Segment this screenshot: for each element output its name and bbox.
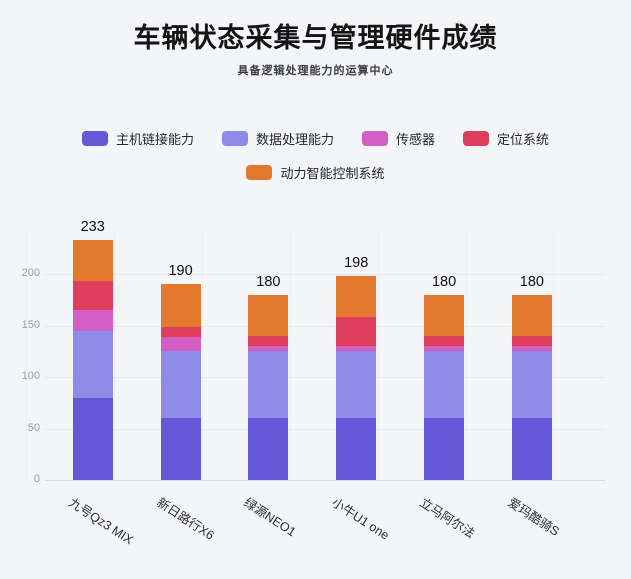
x-axis-category-label: 九号Qz3 MIX [65, 495, 136, 548]
y-axis-tick-label: 200 [21, 267, 40, 279]
legend-row: 主机链接能力 数据处理能力 传感器 定位系统 [81, 129, 549, 148]
legend-item[interactable]: 主机链接能力 [81, 129, 194, 148]
vertical-gridline [114, 232, 116, 480]
bar-segment[interactable] [248, 294, 289, 336]
bar-segment[interactable] [424, 346, 465, 352]
bar-segment[interactable] [511, 335, 552, 347]
bar-segment[interactable] [160, 326, 201, 337]
bar-total-label: 180 [431, 273, 457, 290]
bar-segment[interactable] [72, 397, 113, 480]
bar-segment[interactable] [160, 284, 201, 327]
legend-label: 主机链接能力 [115, 132, 194, 147]
chart-title: 车辆状态采集与管理硬件成绩 [133, 23, 498, 53]
x-axis-category-label: 立马阿尔法 [417, 495, 478, 542]
bar-segment[interactable] [160, 418, 201, 480]
bar-segment[interactable] [424, 418, 465, 480]
bar-segment[interactable] [511, 346, 552, 352]
horizontal-gridline [45, 325, 605, 327]
bar-total-label: 190 [168, 263, 193, 280]
bar-segment[interactable] [248, 335, 289, 347]
bar-segment[interactable] [248, 418, 289, 480]
bar-segment[interactable] [72, 330, 113, 398]
x-axis-category-label: 新日路行X6 [153, 495, 217, 543]
horizontal-gridline [45, 274, 605, 275]
bar-segment[interactable] [336, 346, 377, 352]
legend-row: 动力智能控制系统 [246, 163, 385, 182]
bar-segment[interactable] [511, 418, 552, 480]
bar-segment[interactable] [248, 351, 289, 419]
bar-segment[interactable] [424, 351, 465, 419]
x-axis-category-label: 小牛U1 one [329, 495, 392, 543]
bar-segment[interactable] [336, 276, 377, 318]
y-axis-tick-label: 150 [21, 318, 40, 331]
bar-segment[interactable] [72, 281, 113, 311]
y-axis-tick-label: 50 [27, 421, 40, 434]
horizontal-gridline [45, 377, 605, 378]
bar-segment[interactable] [424, 294, 465, 336]
vertical-gridline [26, 232, 28, 480]
chart-legend: 主机链接能力 数据处理能力 传感器 定位系统动力智能控制系统 [0, 129, 631, 182]
legend-swatch-icon [463, 131, 490, 146]
bar-segment[interactable] [160, 336, 201, 352]
bar-total-label: 180 [256, 273, 281, 290]
legend-swatch-icon [221, 131, 248, 146]
bar-segment[interactable] [336, 418, 377, 480]
legend-label: 数据处理能力 [255, 132, 334, 147]
horizontal-gridline [45, 428, 605, 430]
x-axis-category-label: 爱玛酷骑S [505, 495, 562, 539]
bar-segment[interactable] [511, 294, 552, 336]
vertical-gridline [377, 232, 379, 480]
legend-item[interactable]: 定位系统 [463, 129, 549, 148]
bar-segment[interactable] [424, 335, 465, 347]
vertical-gridline [553, 232, 555, 480]
legend-label: 动力智能控制系统 [280, 166, 385, 181]
bar-segment[interactable] [336, 317, 377, 347]
vertical-gridline [465, 232, 467, 480]
legend-item[interactable]: 传感器 [362, 129, 435, 148]
x-axis-line [45, 480, 605, 481]
y-axis-tick-label: 0 [33, 473, 40, 485]
y-axis-tick-label: 100 [21, 370, 40, 382]
bar-total-label: 233 [80, 219, 105, 235]
legend-item[interactable]: 数据处理能力 [221, 129, 334, 148]
legend-label: 定位系统 [497, 132, 550, 147]
legend-swatch-icon [362, 131, 388, 146]
bar-total-label: 180 [519, 273, 544, 290]
bar-segment[interactable] [72, 310, 113, 331]
legend-label: 传感器 [396, 132, 436, 147]
x-axis-category-label: 绿源NEO1 [241, 495, 299, 540]
bar-segment[interactable] [248, 346, 289, 352]
vertical-gridline [289, 232, 291, 480]
vertical-gridline [202, 232, 204, 480]
legend-swatch-icon [81, 131, 108, 146]
chart-subtitle: 具备逻辑处理能力的运算中心 [237, 65, 394, 77]
legend-item[interactable]: 动力智能控制系统 [246, 163, 385, 182]
legend-swatch-icon [246, 165, 273, 180]
bar-segment[interactable] [72, 240, 113, 282]
bar-total-label: 198 [344, 255, 369, 272]
bar-segment[interactable] [160, 351, 201, 419]
bar-segment[interactable] [336, 351, 377, 419]
bar-segment[interactable] [511, 351, 552, 419]
